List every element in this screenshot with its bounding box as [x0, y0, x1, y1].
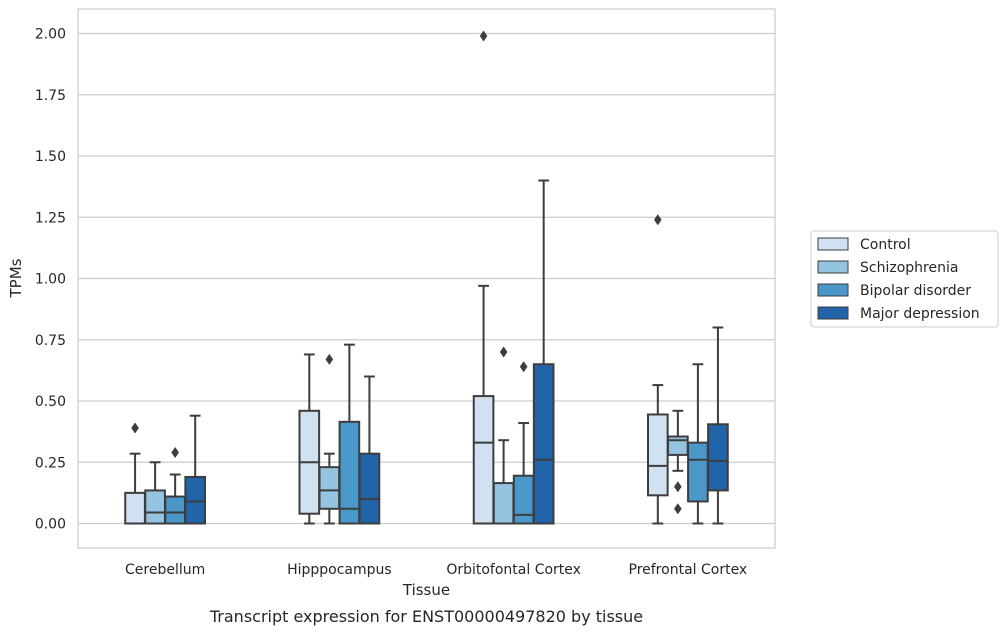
- outlier-point: [499, 346, 508, 358]
- box-major-depression: [707, 326, 729, 525]
- box-schizophrenia: [492, 346, 515, 525]
- outlier-point: [131, 422, 139, 434]
- box-body: [472, 395, 495, 525]
- legend-label: Control: [860, 237, 911, 253]
- y-tick-label: 0.25: [35, 455, 66, 471]
- box-body: [687, 441, 709, 503]
- x-tick-label: Cerebellum: [125, 562, 205, 578]
- outlier-point: [654, 214, 662, 226]
- legend-swatch: [817, 283, 849, 297]
- legend-label: Schizophrenia: [860, 260, 958, 276]
- y-tick-label: 1.00: [35, 272, 66, 288]
- gridlines: [78, 32, 775, 525]
- outlier-point: [674, 503, 682, 515]
- box-body: [492, 482, 515, 525]
- box-control: [646, 214, 669, 525]
- y-tick-label: 1.25: [35, 210, 66, 226]
- outlier-point: [171, 446, 179, 458]
- box-bipolar-disorder: [687, 363, 709, 525]
- legend-label: Bipolar disorder: [860, 283, 971, 299]
- legend: Control Schizophrenia Bipolar disorder Majo…: [810, 230, 999, 328]
- y-tick-label: 0.00: [35, 517, 66, 533]
- plot-frame: [77, 8, 776, 549]
- y-tick-labels: 0.00 0.25 0.50 0.75 1.00 1.25 1.50 1.75 2.00: [35, 27, 66, 533]
- chart-caption: Transcript expression for ENST0000049782…: [209, 607, 643, 626]
- box-major-depression: [358, 375, 381, 525]
- boxes: [124, 30, 729, 525]
- x-tick-labels: Cerebellum Hipppocampus Orbitofontal Corte…: [125, 562, 747, 578]
- legend-frame: [810, 230, 999, 328]
- box-schizophrenia: [144, 461, 166, 525]
- outlier-point: [674, 481, 682, 493]
- outlier-point: [479, 30, 488, 42]
- y-tick-label: 0.75: [35, 333, 66, 349]
- box-major-depression: [184, 414, 207, 525]
- x-tick-label: Prefrontal Cortex: [629, 562, 748, 578]
- box-control: [472, 30, 495, 525]
- y-tick-label: 2.00: [35, 27, 66, 43]
- y-tick-label: 1.50: [35, 149, 66, 165]
- y-tick-label: 1.75: [35, 88, 66, 104]
- box-bipolar-disorder: [164, 446, 186, 525]
- legend-label: Major depression: [860, 306, 980, 322]
- box-schizophrenia: [318, 353, 341, 525]
- outlier-point: [325, 353, 334, 365]
- legend-swatch: [817, 237, 849, 251]
- box-body: [124, 491, 146, 525]
- box-body: [512, 474, 535, 525]
- box-body: [358, 452, 381, 525]
- box-schizophrenia: [667, 409, 689, 515]
- box-body: [184, 475, 207, 525]
- box-body: [532, 363, 555, 525]
- legend-swatch: [817, 306, 849, 320]
- outlier-point: [519, 361, 528, 373]
- box-control: [298, 353, 321, 525]
- x-tick-label: Hipppocampus: [287, 562, 392, 578]
- x-axis-title: Tissue: [402, 581, 450, 599]
- box-body: [707, 423, 729, 492]
- box-bipolar-disorder: [512, 361, 535, 525]
- box-body: [164, 495, 186, 525]
- box-bipolar-disorder: [338, 343, 361, 525]
- box-control: [124, 422, 146, 525]
- box-body: [318, 466, 341, 510]
- y-axis-title: TPMs: [7, 258, 25, 298]
- box-body: [144, 489, 166, 525]
- y-tick-label: 0.50: [35, 394, 66, 410]
- legend-swatch: [817, 260, 849, 274]
- box-body: [646, 413, 669, 497]
- x-tick-label: Orbitofontal Cortex: [446, 562, 581, 578]
- box-major-depression: [532, 179, 555, 525]
